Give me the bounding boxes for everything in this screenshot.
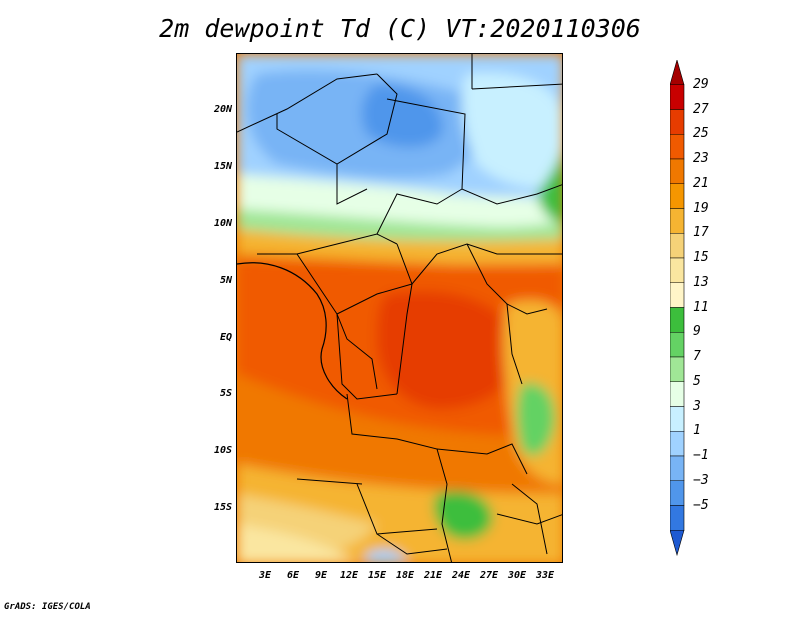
colorbar-label: 23 [693,151,709,166]
colorbar-label: 7 [693,349,701,364]
colorbar-segment [670,84,685,110]
colorbar-segment [670,381,685,407]
colorbar-segment [670,158,685,185]
colorbar-segment [670,331,685,358]
colorbar-segment [670,505,685,531]
colorbar-label: −1 [693,448,709,463]
lon-label: 15E [367,570,387,581]
lon-label: 30E [507,570,527,581]
lat-label: 10N [213,218,232,229]
colorbar-label: −3 [693,472,709,488]
dewpoint-map [236,53,563,563]
lat-label: 5N [219,275,232,286]
lon-label: 33E [535,570,555,581]
lon-label: 24E [451,570,471,581]
lon-label: 18E [395,570,415,581]
colorbar-label: 17 [693,225,709,241]
lon-label: 9E [314,570,328,581]
colorbar-segment [670,529,685,557]
colorbar-segment [670,406,685,432]
colorbar-segment [670,208,685,234]
lat-label: 10S [213,445,232,456]
colorbar [670,60,685,557]
lon-label: 12E [339,570,359,581]
colorbar-segment [670,60,685,86]
colorbar-label: 13 [693,274,709,290]
lat-label: 20N [213,104,232,115]
colorbar-label: 15 [693,250,709,265]
colorbar-label: 9 [693,324,701,340]
colorbar-label: 11 [693,299,709,315]
colorbar-segment [670,282,685,308]
country-borders [237,54,562,562]
colorbar-label: 5 [693,373,701,389]
colorbar-segment [670,109,685,135]
colorbar-segment [670,455,685,482]
colorbar-segment [670,480,685,506]
colorbar-label: 19 [693,200,709,216]
colorbar-segment [670,307,685,333]
colorbar-segment [670,183,685,209]
colorbar-label: 29 [693,76,709,92]
map-title: 2m dewpoint Td (C) VT:2020110306 [159,14,641,43]
colorbar-segment [670,133,685,160]
colorbar-label: 27 [693,101,709,117]
colorbar-segment [670,257,685,284]
colorbar-segment [670,232,685,259]
colorbar-label: −5 [693,497,709,513]
lon-label: 27E [479,570,499,581]
colorbar-label: 3 [693,398,701,414]
colorbar-segment [670,356,685,383]
colorbar-label: 21 [693,175,709,191]
credit-text: GrADS: IGES/COLA [4,602,91,612]
lat-label: 15N [213,161,232,172]
dewpoint-field [237,54,562,562]
colorbar-label: 1 [693,423,701,439]
lat-label: 5S [219,388,232,399]
lon-label: 21E [423,570,443,581]
lon-label: 6E [286,570,300,581]
colorbar-label: 25 [693,126,709,142]
lat-label: 15S [213,502,232,513]
colorbar-segment [670,430,685,457]
lat-label: EQ [219,332,232,343]
lon-label: 3E [258,570,272,581]
